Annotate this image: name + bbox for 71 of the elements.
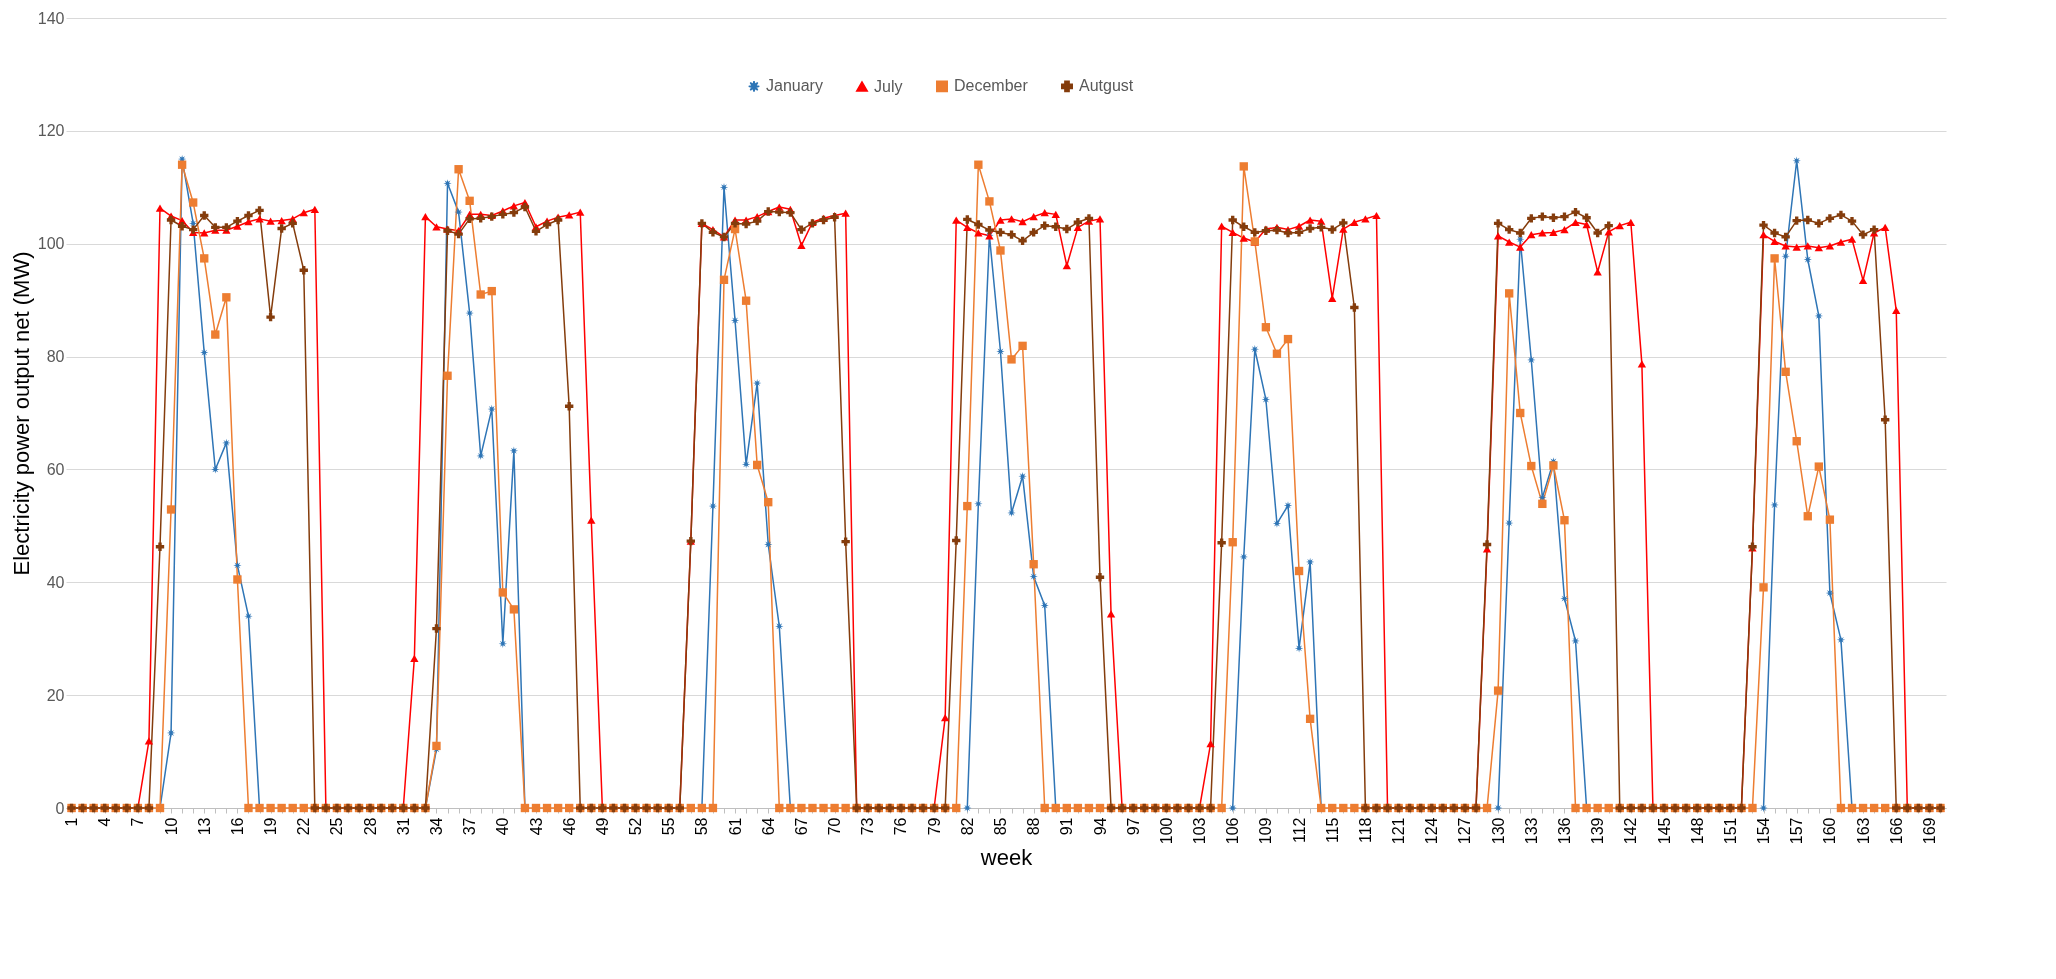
y-tick-label: 120: [37, 122, 65, 140]
x-tick-label: 19: [262, 817, 280, 836]
x-tick-label: 121: [1390, 817, 1408, 845]
x-tick-label: 76: [892, 817, 910, 836]
x-tick-label: 73: [859, 817, 877, 836]
x-tick-label: 82: [958, 817, 976, 836]
x-tick-label: 130: [1489, 817, 1507, 845]
x-tick-label: 124: [1423, 817, 1441, 845]
x-tick-label: 10: [162, 817, 180, 836]
x-tick-label: 22: [295, 817, 313, 836]
legend-label: July: [874, 77, 903, 95]
x-tick-label: 46: [560, 817, 578, 836]
x-tick-label: 100: [1157, 817, 1175, 845]
x-tick-label: 40: [494, 817, 512, 836]
y-tick-label: 80: [46, 348, 65, 366]
x-tick-label: 127: [1456, 817, 1474, 845]
y-tick-label: 140: [37, 9, 65, 27]
x-tick-label: 37: [461, 817, 479, 836]
x-tick-label: 64: [759, 817, 777, 836]
x-tick-label: 4: [96, 817, 114, 827]
x-tick-label: 16: [228, 817, 246, 836]
x-tick-label: 115: [1323, 817, 1341, 844]
x-tick-label: 7: [129, 817, 147, 827]
x-tick-label: 139: [1589, 817, 1607, 845]
x-tick-label: 142: [1622, 817, 1640, 845]
x-tick-label: 70: [826, 817, 844, 836]
x-tick-label: 43: [527, 817, 545, 836]
y-tick-label: 100: [37, 235, 65, 253]
x-tick-label: 157: [1788, 817, 1806, 845]
x-tick-label: 94: [1091, 817, 1109, 836]
x-tick-label: 28: [361, 817, 379, 836]
x-tick-label: 97: [1124, 817, 1142, 836]
x-tick-label: 148: [1688, 817, 1706, 845]
x-tick-label: 85: [991, 817, 1009, 836]
x-tick-label: 55: [660, 817, 678, 836]
legend-label: January: [766, 77, 823, 95]
x-tick-label: 169: [1920, 817, 1938, 845]
x-tick-label: 166: [1887, 817, 1905, 845]
legend-label: Autgust: [1079, 77, 1134, 95]
y-axis-title: Electricity power output net (MW): [8, 251, 34, 576]
x-tick-label: 136: [1555, 817, 1573, 845]
x-tick-label: 49: [593, 817, 611, 836]
y-tick-label: 60: [46, 460, 65, 478]
legend-label: December: [954, 77, 1029, 95]
x-tick-label: 112: [1290, 817, 1308, 844]
x-tick-label: 25: [328, 817, 346, 836]
x-tick-label: 1: [63, 817, 81, 827]
x-tick-label: 109: [1257, 817, 1275, 845]
x-tick-label: 31: [394, 817, 412, 836]
y-tick-label: 0: [55, 799, 65, 817]
y-tick-label: 40: [46, 573, 65, 591]
x-tick-label: 34: [427, 817, 445, 836]
x-tick-label: 118: [1356, 817, 1374, 844]
x-tick-label: 67: [792, 817, 810, 836]
x-tick-label: 58: [693, 817, 711, 836]
x-tick-label: 163: [1854, 817, 1872, 845]
x-axis-title: week: [979, 845, 1034, 871]
x-tick-label: 106: [1224, 817, 1242, 845]
y-tick-label: 20: [46, 686, 65, 704]
x-tick-label: 91: [1058, 817, 1076, 836]
x-tick-label: 154: [1755, 817, 1773, 845]
x-tick-label: 61: [726, 817, 744, 836]
x-tick-label: 52: [627, 817, 645, 836]
x-tick-label: 88: [1025, 817, 1043, 836]
x-tick-label: 145: [1655, 817, 1673, 845]
x-tick-label: 13: [195, 817, 213, 836]
x-tick-label: 160: [1821, 817, 1839, 845]
x-tick-label: 79: [925, 817, 943, 836]
x-tick-label: 133: [1522, 817, 1540, 845]
x-tick-label: 151: [1721, 817, 1739, 845]
x-tick-label: 103: [1191, 817, 1209, 845]
